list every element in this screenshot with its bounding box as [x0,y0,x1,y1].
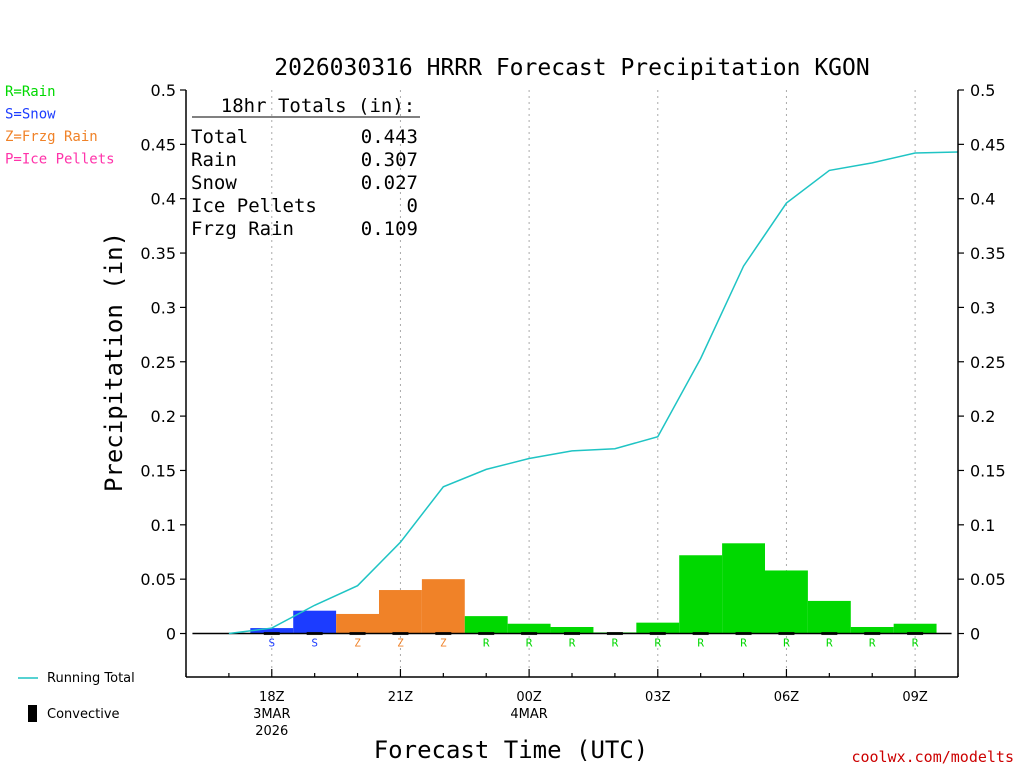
y-tick-label-left: 0.1 [151,516,176,535]
totals-value: 0.109 [361,218,418,240]
precip-type-label: R [869,637,876,650]
precip-bar [507,623,551,634]
type-legend-entry: P=Ice Pellets [5,152,115,168]
y-tick-label-left: 0.25 [140,353,176,372]
precip-bar [722,543,765,634]
precip-bar [807,600,851,634]
axes: 0 0 0.05 0.05 0.1 0.1 0.15 0.15 0.2 0.2 0.25 0.25 0.… [140,81,1005,739]
type-legend-entry: R=Rain [5,84,56,100]
totals-label: Frzg Rain [191,218,294,240]
precip-bar [464,616,508,634]
convective-swatch [28,705,37,722]
convective-legend: Convective [47,707,120,722]
y-tick-label-right: 0.4 [970,190,995,209]
y-tick-label-right: 0.25 [970,353,1006,372]
y-tick-label-right: 0.2 [970,407,995,426]
y-axis-title: Precipitation (in) [100,232,128,492]
precip-type-label: R [483,637,490,650]
precip-type-label: S [311,637,318,650]
x-tick-label: 18Z [259,690,285,705]
x-tick-label: 06Z [774,690,800,705]
precip-bar [379,590,422,634]
credit-text: coolwx.com/modelts [851,748,1014,766]
x-tick-label: 09Z [902,690,928,705]
totals-header: 18hr Totals (in): [221,95,415,117]
precip-type-label: R [526,637,533,650]
precip-bar [679,555,723,634]
precip-type-label: R [612,637,619,650]
totals-label: Rain [191,149,237,171]
precip-bar [421,579,465,634]
y-tick-label-right: 0.15 [970,461,1006,480]
precip-bar [893,623,937,634]
precip-type-label: R [654,637,661,650]
y-tick-label-left: 0.3 [151,298,176,317]
y-tick-label-right: 0.35 [970,244,1006,263]
precip-type-label: R [569,637,576,650]
precip-bar [765,570,808,634]
y-tick-label-right: 0.5 [970,81,995,100]
precip-type-label: R [783,637,790,650]
legends: R=Rain S=Snow Z=Frzg Rain P=Ice Pellets Runn… [5,84,135,722]
totals-label: Snow [191,172,237,194]
x-tick-label: 3MAR [253,707,290,722]
x-tick-label: 03Z [645,690,671,705]
precip-type-label: R [740,637,747,650]
precip-type-label: R [912,637,919,650]
running-total [228,151,959,635]
precip-type-label: Z [354,637,361,650]
precip-bar [336,613,379,634]
y-tick-label-left: 0 [166,625,176,644]
precip-bar [550,626,594,634]
totals-label: Ice Pellets [191,195,317,217]
y-tick-label-left: 0.05 [140,570,176,589]
x-tick-label: 00Z [516,690,542,705]
y-tick-label-right: 0.3 [970,298,995,317]
x-tick-label: 21Z [388,690,414,705]
precip-type-label: R [697,637,704,650]
precip-type-label: Z [397,637,404,650]
totals-value: 0 [407,195,418,217]
precip-bar [850,626,894,634]
precip-bar [636,622,680,634]
chart-title: 2026030316 HRRR Forecast Precipitation K… [274,55,869,81]
running-total-legend: Running Total [47,671,135,686]
totals-value: 0.307 [361,149,418,171]
precip-bar [250,628,294,634]
y-tick-label-right: 0.45 [970,135,1006,154]
y-tick-label-right: 0.05 [970,570,1006,589]
totals-label: Total [191,126,248,148]
y-tick-label-left: 0.4 [151,190,176,209]
bars [250,543,937,634]
totals-value: 0.027 [361,172,418,194]
x-tick-label: 4MAR [510,707,547,722]
x-axis-title: Forecast Time (UTC) [374,736,649,764]
y-tick-label-left: 0.35 [140,244,176,263]
totals-box: 18hr Totals (in): Total 0.443 Rain 0.307 Snow… [191,95,420,240]
precip-type-label: R [826,637,833,650]
running-total-line [228,151,959,635]
precip-bar [293,610,337,634]
y-tick-label-left: 0.15 [140,461,176,480]
y-tick-label-left: 0.5 [151,81,176,100]
y-tick-label-left: 0.45 [140,135,176,154]
type-legend-entry: S=Snow [5,107,56,123]
precip-type-label: Z [440,637,447,650]
totals-value: 0.443 [361,126,418,148]
x-tick-label: 2026 [255,724,288,739]
precip-type-label: S [268,637,275,650]
grid [271,90,916,677]
type-legend-entry: Z=Frzg Rain [5,129,98,145]
y-tick-label-right: 0 [970,625,980,644]
y-tick-label-left: 0.2 [151,407,176,426]
y-tick-label-right: 0.1 [970,516,995,535]
